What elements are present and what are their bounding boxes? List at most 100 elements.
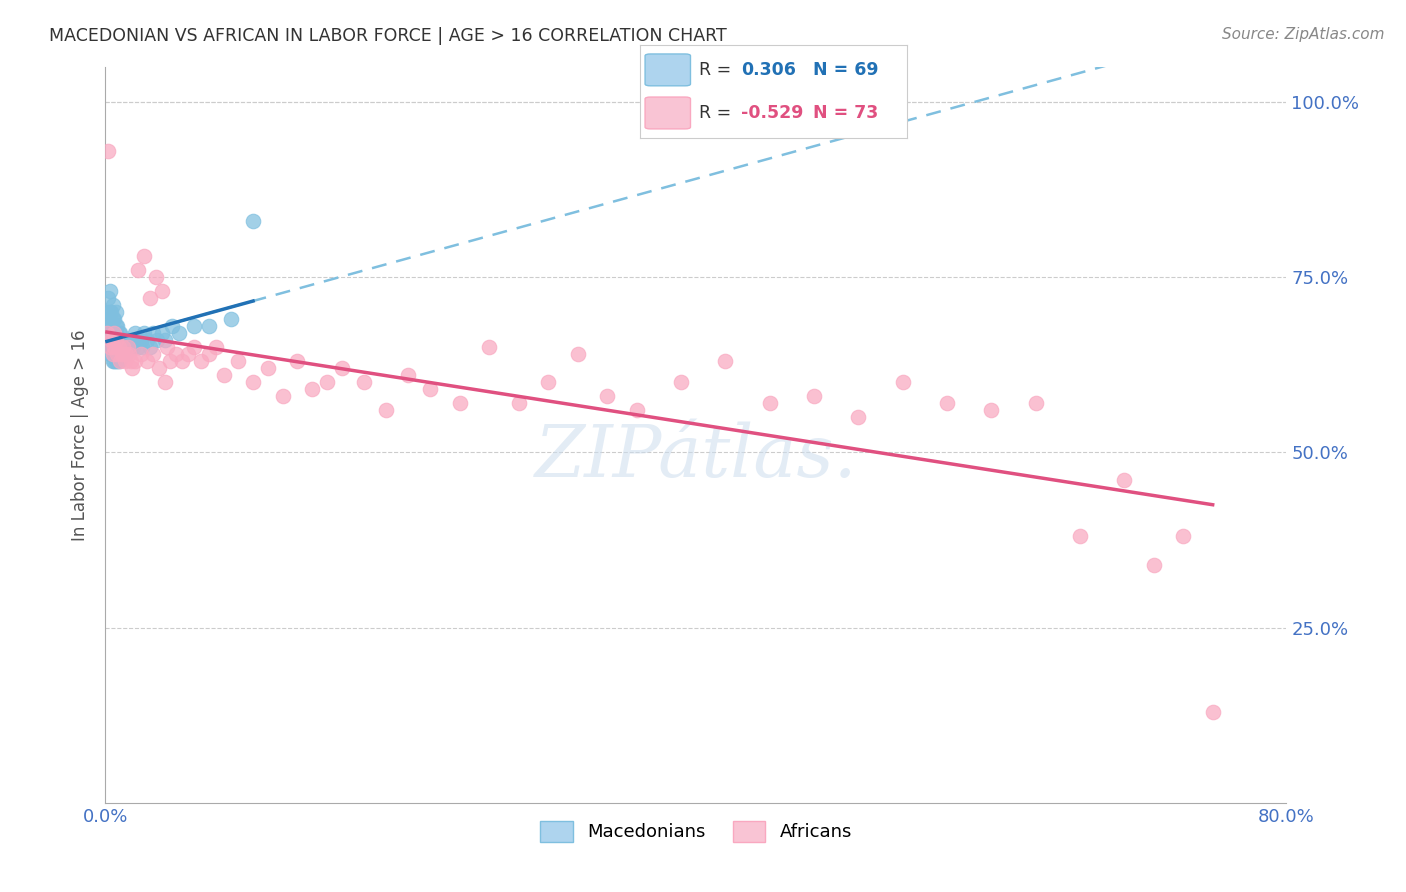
Point bbox=[104, 354, 127, 368]
Point bbox=[97, 312, 120, 326]
Point bbox=[287, 354, 309, 368]
Point bbox=[100, 333, 122, 347]
Point bbox=[111, 347, 134, 361]
Point bbox=[117, 340, 139, 354]
Point bbox=[103, 340, 125, 354]
Point bbox=[105, 340, 128, 354]
Point bbox=[103, 354, 125, 368]
Point bbox=[153, 333, 176, 347]
Point bbox=[374, 403, 398, 417]
Point bbox=[353, 376, 375, 390]
Point bbox=[101, 347, 124, 361]
Point bbox=[96, 305, 118, 319]
Point bbox=[1143, 558, 1166, 572]
Point bbox=[96, 319, 118, 334]
Text: ZIPátlas.: ZIPátlas. bbox=[534, 422, 858, 492]
Point bbox=[114, 333, 136, 347]
Point bbox=[118, 333, 141, 347]
Point bbox=[138, 291, 162, 305]
Text: N = 69: N = 69 bbox=[813, 61, 879, 78]
Point bbox=[117, 340, 139, 354]
FancyBboxPatch shape bbox=[645, 97, 690, 129]
Point bbox=[100, 347, 122, 361]
Point bbox=[97, 340, 120, 354]
Point bbox=[714, 354, 737, 368]
Point bbox=[100, 305, 122, 319]
Point bbox=[121, 333, 143, 347]
Point bbox=[103, 326, 125, 341]
Text: 0.306: 0.306 bbox=[741, 61, 796, 78]
Point bbox=[105, 319, 128, 334]
Point bbox=[478, 340, 501, 354]
Point bbox=[104, 326, 127, 341]
Point bbox=[301, 382, 323, 396]
Point bbox=[105, 333, 128, 347]
Point bbox=[419, 382, 441, 396]
Point bbox=[508, 396, 530, 410]
Point bbox=[105, 347, 128, 361]
Point bbox=[242, 376, 264, 390]
Point bbox=[103, 312, 125, 326]
Text: R =: R = bbox=[699, 61, 731, 78]
Text: -0.529: -0.529 bbox=[741, 104, 804, 122]
Point bbox=[567, 347, 589, 361]
Point bbox=[101, 298, 124, 312]
Point bbox=[98, 333, 121, 347]
Point bbox=[197, 319, 219, 334]
Point bbox=[96, 326, 118, 341]
Text: R =: R = bbox=[699, 104, 731, 122]
Point bbox=[115, 340, 138, 354]
Point bbox=[1024, 396, 1046, 410]
Point bbox=[111, 333, 134, 347]
Point bbox=[271, 389, 294, 403]
Point bbox=[142, 347, 165, 361]
Point bbox=[242, 214, 264, 228]
Text: Source: ZipAtlas.com: Source: ZipAtlas.com bbox=[1222, 27, 1385, 42]
Point bbox=[127, 340, 149, 354]
Point bbox=[142, 326, 165, 341]
Point bbox=[146, 333, 169, 347]
Point bbox=[596, 389, 619, 403]
Point bbox=[103, 326, 125, 341]
Point bbox=[107, 340, 129, 354]
Point bbox=[110, 347, 132, 361]
Text: MACEDONIAN VS AFRICAN IN LABOR FORCE | AGE > 16 CORRELATION CHART: MACEDONIAN VS AFRICAN IN LABOR FORCE | A… bbox=[49, 27, 727, 45]
Point bbox=[120, 340, 142, 354]
Point bbox=[112, 347, 135, 361]
Point bbox=[110, 354, 132, 368]
Point bbox=[759, 396, 782, 410]
Point bbox=[104, 319, 127, 334]
Point bbox=[183, 319, 205, 334]
Point bbox=[104, 340, 127, 354]
Point bbox=[104, 333, 127, 347]
Point bbox=[104, 305, 127, 319]
Point bbox=[121, 361, 143, 376]
Point bbox=[159, 354, 181, 368]
Legend: Macedonians, Africans: Macedonians, Africans bbox=[533, 814, 859, 849]
Point bbox=[103, 340, 125, 354]
Point bbox=[100, 319, 122, 334]
Point bbox=[190, 354, 212, 368]
Point bbox=[101, 340, 124, 354]
Point bbox=[150, 284, 173, 298]
Point bbox=[626, 403, 648, 417]
Point bbox=[118, 347, 141, 361]
Point bbox=[1069, 529, 1091, 543]
Point bbox=[114, 347, 136, 361]
Point bbox=[98, 305, 121, 319]
Point bbox=[135, 333, 157, 347]
Point bbox=[101, 354, 124, 368]
Point bbox=[145, 270, 167, 285]
Point bbox=[112, 340, 135, 354]
Point bbox=[97, 326, 120, 341]
Point bbox=[165, 347, 187, 361]
Point bbox=[101, 312, 124, 326]
Point bbox=[1171, 529, 1194, 543]
Point bbox=[156, 340, 179, 354]
Point bbox=[97, 144, 120, 158]
Point bbox=[132, 249, 155, 263]
Point bbox=[1201, 705, 1223, 719]
FancyBboxPatch shape bbox=[645, 54, 690, 86]
Point bbox=[671, 376, 693, 390]
Point bbox=[205, 340, 228, 354]
